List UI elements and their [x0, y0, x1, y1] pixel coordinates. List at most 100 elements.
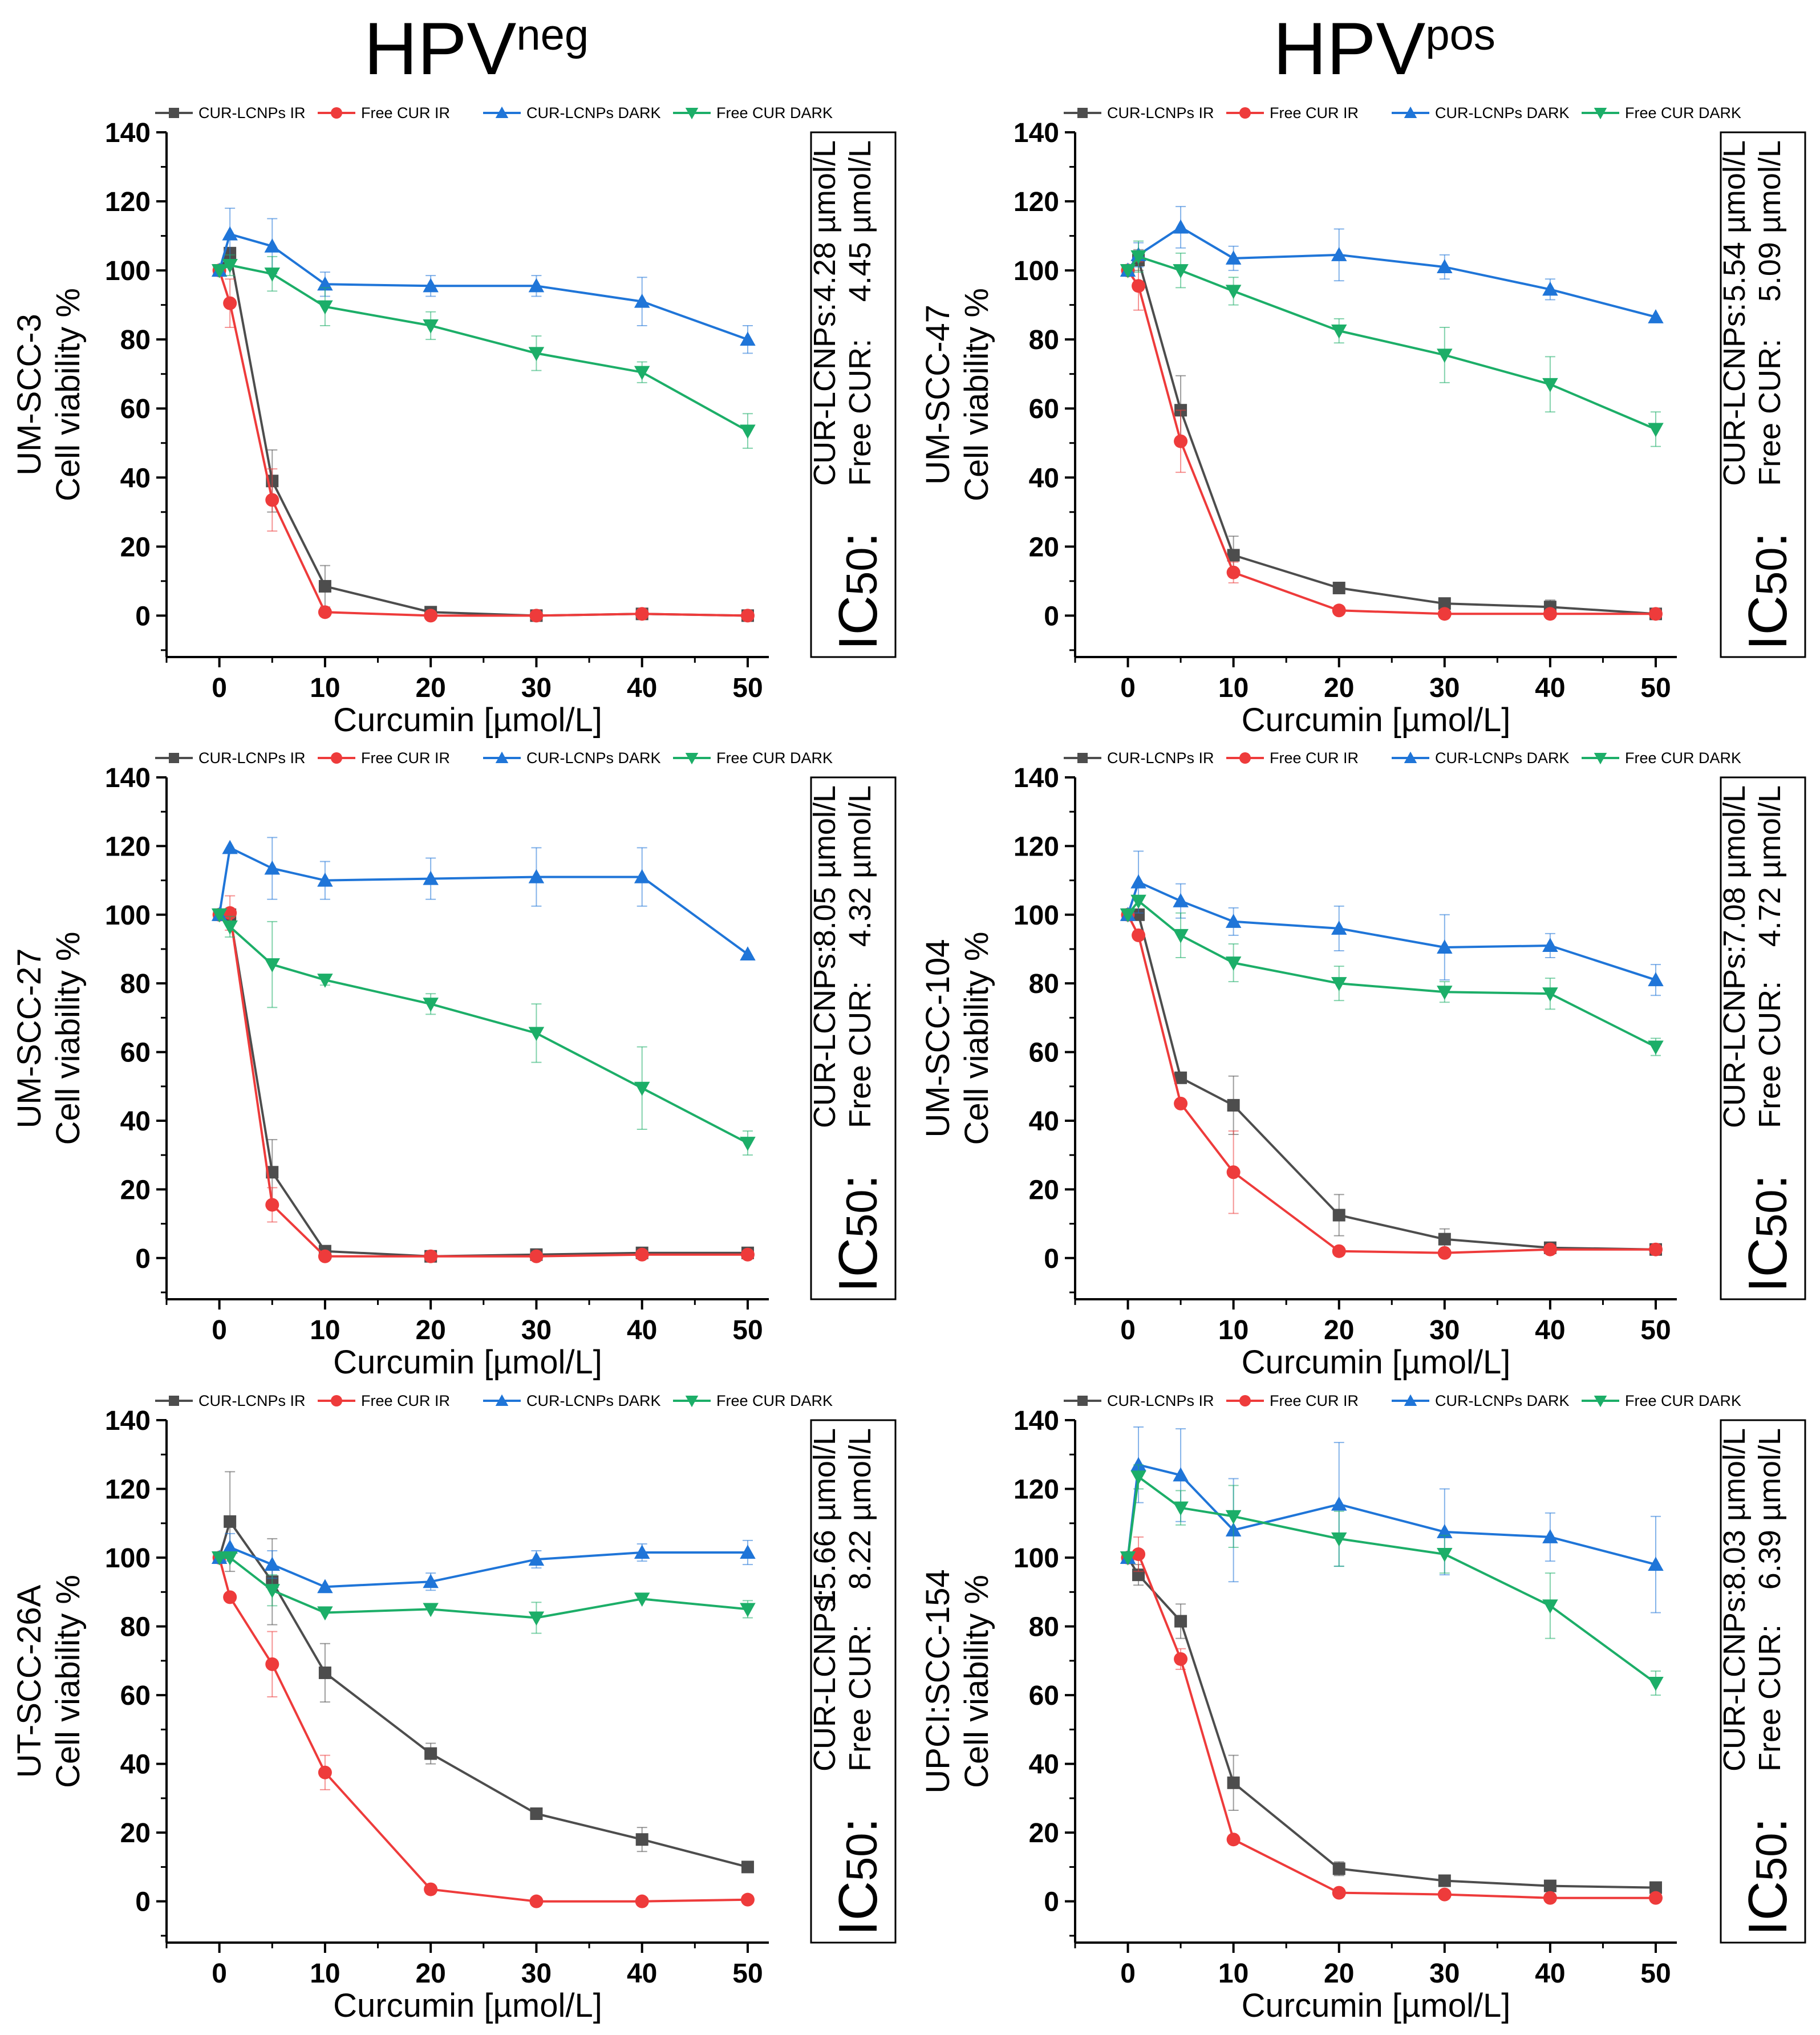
- ic50-line2-value: 8.22 µmol/L: [843, 1428, 877, 1590]
- data-point: [1543, 607, 1557, 621]
- ic50-line1-label: CUR-LCNPs:: [808, 945, 842, 1128]
- y-axis-title: Cell viability %: [958, 932, 995, 1145]
- x-tick-label: 0: [212, 1959, 227, 1989]
- legend-label: CUR-LCNPs IR: [198, 104, 306, 121]
- ic50-line2-label: Free CUR:: [1753, 981, 1787, 1128]
- legend-marker: [495, 1394, 509, 1406]
- data-point: [1132, 1547, 1146, 1562]
- data-point: [423, 870, 439, 885]
- ic50-line1-label: CUR-LCNPs:: [808, 1588, 842, 1771]
- data-point: [1174, 1096, 1188, 1110]
- x-tick-label: 40: [1535, 1315, 1565, 1345]
- ic50-prefix: IC: [1737, 1881, 1798, 1936]
- series-line: [1126, 914, 1656, 1254]
- x-tick-label: 0: [1120, 1959, 1136, 1989]
- ic50-line1-value: 7.08 µmol/L: [1717, 785, 1752, 947]
- series-free-cur-dark: [211, 908, 756, 1156]
- data-point: [424, 1747, 437, 1760]
- data-point: [264, 238, 281, 253]
- series-line: [1126, 269, 1656, 615]
- ic50-line2: Free CUR: 5.09 µmol/L: [1753, 140, 1787, 486]
- legend-label: Free CUR IR: [361, 749, 450, 767]
- data-point: [1331, 247, 1347, 261]
- series-line: [1126, 226, 1656, 318]
- data-point: [264, 1556, 281, 1571]
- data-point: [318, 579, 331, 593]
- data-point: [1173, 264, 1189, 278]
- series-line: [1127, 1553, 1656, 1899]
- x-tick-label: 20: [415, 1315, 445, 1345]
- y-tick-label: 140: [105, 118, 151, 148]
- legend-label: Free CUR IR: [361, 104, 450, 121]
- x-tick-label: 40: [627, 1959, 657, 1989]
- y-tick-label: 140: [105, 1406, 151, 1436]
- ic50-line2: Free CUR: 8.22 µmol/L: [843, 1428, 877, 1771]
- x-tick-label: 10: [1218, 1959, 1249, 1989]
- data-point: [635, 1247, 649, 1262]
- x-axis-label: Curcumin [µmol/L]: [1242, 1344, 1511, 1381]
- data-point: [424, 1882, 438, 1896]
- x-tick-label: 10: [310, 1959, 340, 1989]
- data-point: [634, 1545, 650, 1559]
- y-tick-label: 140: [105, 763, 151, 793]
- data-point: [1331, 977, 1347, 991]
- ic50-box: [1720, 131, 1806, 658]
- y-tick-label: 80: [120, 325, 151, 355]
- y-tick-label: 0: [135, 1244, 151, 1274]
- data-point: [740, 1892, 755, 1907]
- series-line: [1128, 913, 1656, 1251]
- legend-label: CUR-LCNPs DARK: [1435, 749, 1570, 767]
- data-point: [1173, 929, 1189, 943]
- data-point: [424, 609, 438, 623]
- series-free-cur-ir: [212, 895, 755, 1263]
- cell-line-name: UM-SCC-3: [11, 314, 48, 476]
- ic50-line1: CUR-LCNPs:8.05 µmol/L: [808, 785, 842, 1128]
- data-point: [1437, 1524, 1453, 1538]
- x-axis-label: Curcumin [µmol/L]: [333, 1344, 602, 1381]
- x-tick-label: 50: [732, 1315, 763, 1345]
- ic50-line2-value: 4.72 µmol/L: [1753, 785, 1787, 947]
- y-tick-label: 20: [120, 1818, 151, 1848]
- legend-marker: [685, 1396, 699, 1408]
- series-line: [218, 1557, 748, 1903]
- ic50-line2-label: Free CUR:: [843, 1624, 877, 1771]
- legend-label: Free CUR DARK: [1625, 1392, 1741, 1409]
- y-axis-label: UM-SCC-27Cell viability %: [11, 932, 87, 1145]
- data-point: [1173, 1467, 1189, 1482]
- data-point: [264, 860, 281, 875]
- y-tick-label: 80: [120, 1612, 151, 1643]
- data-point: [1225, 956, 1242, 971]
- legend-label: CUR-LCNPs DARK: [1435, 1392, 1570, 1409]
- ic50-line2: Free CUR: 4.45 µmol/L: [843, 140, 877, 486]
- x-tick-label: 40: [1535, 673, 1565, 703]
- legend-marker: [169, 753, 179, 763]
- x-tick-label: 40: [627, 1315, 657, 1345]
- legend-label: Free CUR DARK: [716, 1392, 833, 1409]
- series-line: [218, 264, 748, 432]
- data-point: [740, 1603, 756, 1618]
- y-tick-label: 120: [1014, 187, 1059, 217]
- series-free-cur-dark: [1120, 240, 1664, 447]
- legend-marker: [331, 1395, 342, 1406]
- series-line: [1126, 899, 1656, 1048]
- ic50-prefix: IC: [828, 1238, 889, 1292]
- ic50-line2-value: 5.09 µmol/L: [1753, 140, 1787, 302]
- y-axis-label: UM-SCC-104Cell viability %: [919, 932, 995, 1145]
- data-point: [1331, 1532, 1347, 1547]
- header-hpv-neg-sup: neg: [516, 11, 589, 59]
- ic50-line2: Free CUR: 4.32 µmol/L: [843, 785, 877, 1128]
- data-point: [635, 1894, 649, 1908]
- data-point: [740, 946, 756, 961]
- data-point: [423, 998, 439, 1012]
- series-line: [1126, 1557, 1656, 1889]
- x-axis-label: Curcumin [µmol/L]: [333, 702, 602, 739]
- header-hpv-pos-base: HPV: [1273, 7, 1426, 90]
- ic50-line1-value: 15.66 µmol/L: [808, 1428, 842, 1607]
- data-point: [317, 974, 333, 988]
- legend-marker: [331, 107, 342, 119]
- series-line: [218, 846, 749, 955]
- y-tick-label: 60: [120, 394, 151, 424]
- ic50-colon: :: [1737, 532, 1798, 548]
- data-point: [1331, 921, 1347, 935]
